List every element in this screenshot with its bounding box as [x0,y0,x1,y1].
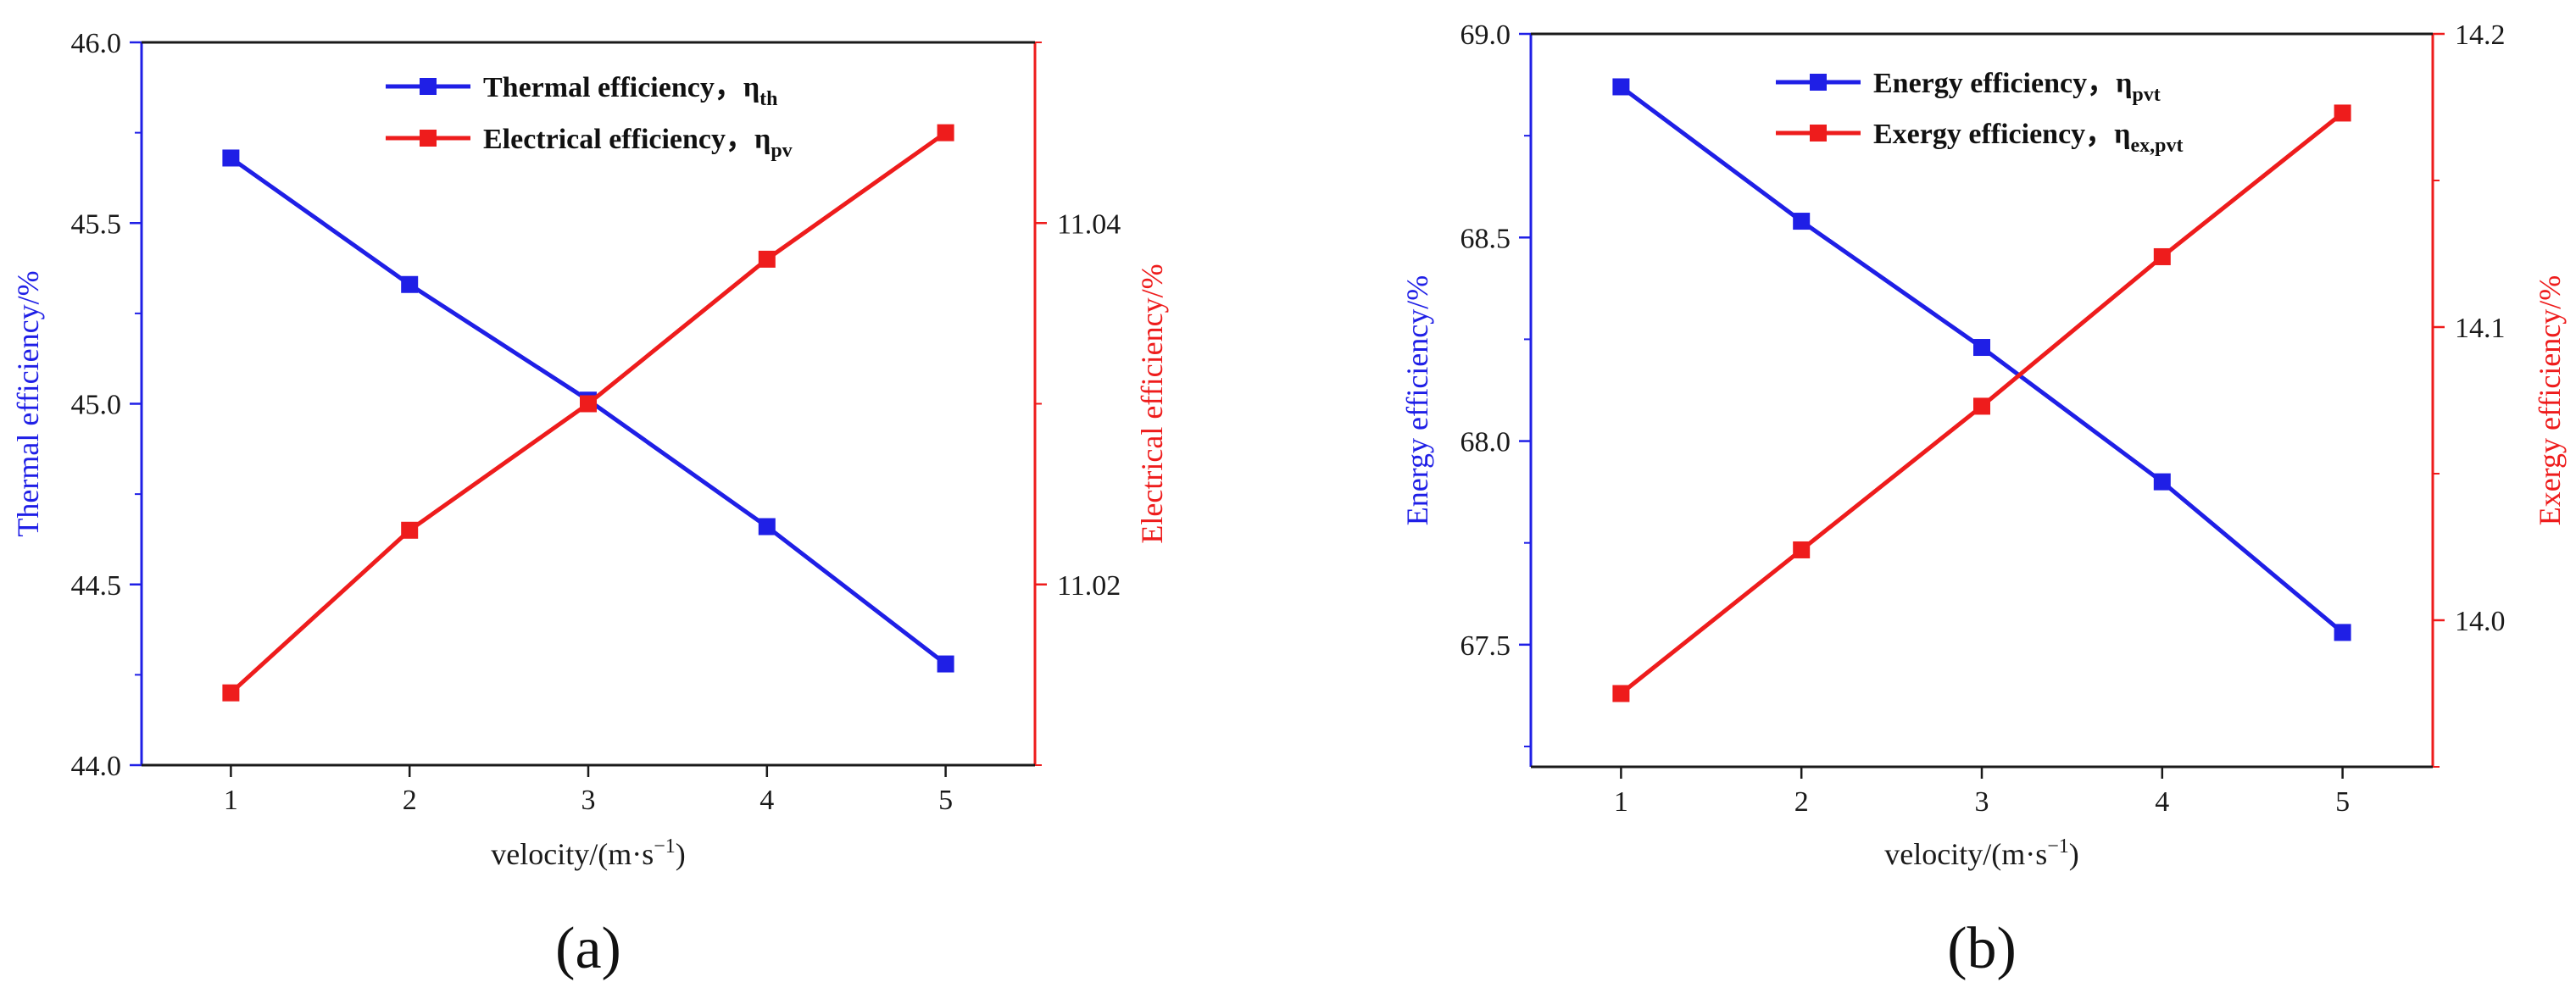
left-tick-label: 68.0 [1460,427,1511,458]
left-tick-label: 68.5 [1460,223,1511,254]
data-point-pv [758,250,776,268]
data-point-ex,pvt [2334,104,2351,122]
legend-label-pv: Electrical efficiency，ηpv [483,124,793,162]
legend-marker-pvt [1810,74,1827,91]
right-tick-label: 11.02 [1057,570,1121,602]
data-point-ex,pvt [1973,397,1990,415]
legend-name: Thermal efficiency，η [483,72,759,103]
right-tick-label: 14.2 [2455,19,2506,51]
legend-subscript: pv [771,140,792,162]
series-line-pvt [1619,85,2345,635]
legend-marker-ex,pvt [1810,125,1827,142]
data-point-pv [222,684,240,702]
legend-label-th: Thermal efficiency，ηth [483,72,778,110]
right-tick-label: 14.1 [2455,313,2506,344]
legend-marker-pv [420,130,437,147]
left-tick-label: 45.5 [71,208,122,240]
x-tick-label: 1 [224,785,238,816]
data-point-pv [937,124,954,142]
right-tick-label: 14.0 [2455,606,2506,637]
right-tick-label: 11.04 [1057,208,1121,240]
left-tick-label: 44.5 [71,570,122,602]
data-point-pvt [1612,78,1630,96]
data-point-pvt [2334,624,2351,641]
right-axis-title: Exergy efficiency/% [2533,275,2567,526]
panel-label: (b) [1947,916,2017,981]
x-tick-label: 1 [1614,786,1628,818]
x-tick-label: 3 [581,785,596,816]
legend-label-pvt: Energy efficiency，ηpvt [1873,68,2161,106]
data-point-pvt [2153,473,2171,491]
data-point-pvt [1973,339,1990,357]
x-axis-title-tail: ) [2069,837,2079,871]
data-point-ex,pvt [2153,247,2171,265]
data-point-th [222,149,240,167]
legend-name: Exergy efficiency，η [1873,119,2130,150]
data-point-pv [580,395,597,413]
chart-panel-b: 1 2 3 4 5 67.5 68.0 68.5 69.0 14.0 14.1 14.2 Energy … [1400,19,2567,981]
data-point-ex,pvt [1793,541,1811,558]
x-tick-label: 2 [403,785,417,816]
panel-label: (a) [555,916,621,981]
data-point-th [758,518,776,536]
left-tick-label: 45.0 [71,390,122,421]
x-axis-title: velocity/(m·s−1) [1884,835,2079,871]
left-tick-label: 44.0 [71,751,122,782]
x-axis-title-tail: ) [676,837,686,871]
legend-subscript: pvt [2132,84,2160,106]
x-axis-title: velocity/(m·s−1) [491,835,686,871]
x-axis-title-main: velocity/(m·s [1884,837,2047,871]
data-point-th [937,655,954,673]
left-axis-title: Energy efficiency/% [1400,275,1434,526]
x-axis-title-sup: −1 [2047,835,2069,857]
legend-marker-th [420,78,437,95]
x-axis-title-sup: −1 [654,835,676,857]
data-point-ex,pvt [1612,685,1630,702]
data-point-pvt [1793,213,1811,230]
x-tick-label: 2 [1794,786,1809,818]
left-tick-label: 67.5 [1460,630,1511,662]
x-tick-label: 3 [1975,786,1989,818]
legend-subscript: th [759,88,777,110]
left-axis-title: Thermal efficiency/% [11,270,45,536]
legend-label-ex,pvt: Exergy efficiency，ηex,pvt [1873,119,2183,157]
legend-subscript: ex,pvt [2130,135,2183,157]
x-tick-label: 4 [2155,786,2169,818]
x-tick-label: 4 [759,785,774,816]
data-point-th [401,275,419,293]
right-axis-title: Electrical efficiency/% [1135,264,1169,543]
chart-panel-a: 1 2 3 4 5 44.0 44.5 45.0 45.5 46.0 11.02 11.04 Therm… [11,28,1169,981]
left-tick-label: 69.0 [1460,19,1511,51]
legend-name: Energy efficiency，η [1873,68,2132,99]
series-line-pv [229,130,948,695]
legend-name: Electrical efficiency，η [483,124,771,155]
data-point-pv [401,521,419,539]
x-tick-label: 5 [938,785,953,816]
x-tick-label: 5 [2335,786,2350,818]
x-axis-title-main: velocity/(m·s [491,837,654,871]
left-tick-label: 46.0 [71,28,122,59]
